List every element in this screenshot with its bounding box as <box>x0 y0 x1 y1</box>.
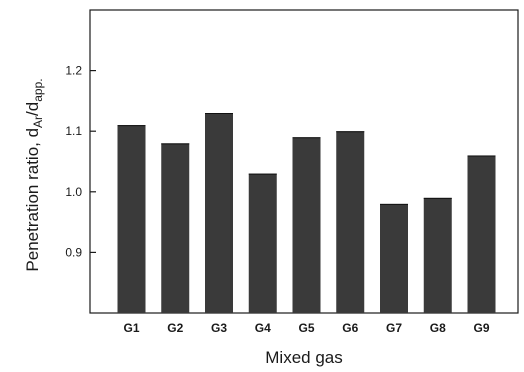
x-tick-label: G4 <box>255 321 271 335</box>
bar-g3 <box>205 113 233 314</box>
x-tick-label: G8 <box>430 321 446 335</box>
x-tick-label: G7 <box>386 321 402 335</box>
y-axis-title: Penetration ratio, dAr/dapp. <box>23 78 45 271</box>
bar-g6 <box>336 131 365 313</box>
bar-g4 <box>248 173 277 313</box>
bar-g7 <box>380 203 408 313</box>
x-tick-label: G2 <box>167 321 183 335</box>
y-tick-label: 0.9 <box>65 245 82 259</box>
bar-g5 <box>292 137 321 313</box>
y-tick-label: 1.0 <box>65 185 82 199</box>
x-axis-title: Mixed gas <box>265 348 342 367</box>
bars <box>117 113 496 314</box>
y-tick-label: 1.1 <box>65 124 82 138</box>
y-tick-label: 1.2 <box>65 64 82 78</box>
bar-g1 <box>117 125 146 313</box>
x-tick-label: G6 <box>342 321 358 335</box>
bar-g2 <box>161 143 190 313</box>
x-tick-label: G5 <box>298 321 314 335</box>
x-tick-label: G1 <box>123 321 139 335</box>
x-axis: G1 G2 G3 G4 G5 G6 G7 G8 G9 <box>123 321 489 335</box>
x-tick-label: G3 <box>211 321 227 335</box>
bar-g8 <box>423 197 452 313</box>
bar-g9 <box>467 155 496 313</box>
y-axis: 0.9 1.0 1.1 1.2 <box>65 64 96 259</box>
x-tick-label: G9 <box>473 321 489 335</box>
